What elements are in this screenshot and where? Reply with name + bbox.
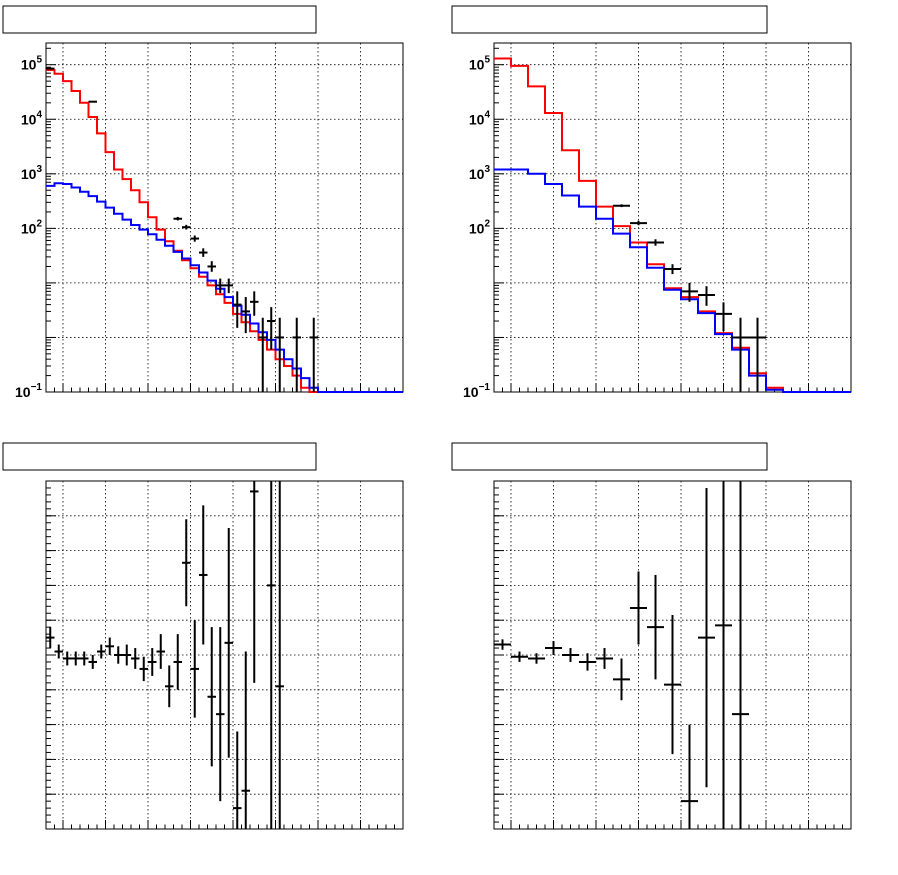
y-tick-exponent: −1 [479, 382, 491, 393]
y-tick-label: 102 [21, 218, 43, 236]
plot-frame [45, 42, 404, 393]
y-tick-label: 10−1 [463, 382, 490, 400]
y-tick-exponent: 2 [484, 218, 490, 229]
y-tick-label: 10−1 [15, 382, 42, 400]
y-tick-exponent: 4 [484, 109, 490, 120]
y-tick-label: 104 [469, 109, 491, 127]
y-tick-base: 10 [469, 166, 485, 182]
y-tick-base: 10 [21, 57, 37, 73]
chart-title-box [451, 442, 768, 471]
y-tick-label: 103 [21, 164, 43, 182]
y-tick-base: 10 [21, 111, 37, 127]
y-tick-exponent: 3 [36, 164, 42, 175]
plot-frame [45, 480, 404, 830]
y-tick-label: 103 [469, 164, 491, 182]
panel-bottom-left [2, 442, 404, 830]
model-total-histogram [46, 69, 403, 393]
y-tick-exponent: 5 [484, 55, 490, 66]
plot-frame [493, 42, 852, 393]
y-tick-base: 10 [15, 384, 31, 400]
y-tick-base: 10 [21, 166, 37, 182]
chart-title-box [2, 442, 317, 471]
model-source-histogram [46, 182, 403, 393]
chart-title-box [2, 5, 317, 34]
y-tick-base: 10 [469, 111, 485, 127]
y-tick-base: 10 [21, 220, 37, 236]
panel-bottom-right [451, 442, 852, 830]
y-tick-base: 10 [469, 57, 485, 73]
chart-title-box [451, 5, 768, 34]
y-tick-exponent: 5 [36, 55, 42, 66]
y-tick-exponent: 4 [36, 109, 42, 120]
y-tick-base: 10 [469, 220, 485, 236]
y-tick-exponent: 3 [484, 164, 490, 175]
y-tick-exponent: −1 [31, 382, 43, 393]
y-tick-label: 105 [21, 55, 43, 73]
y-tick-exponent: 2 [36, 218, 42, 229]
model-source-histogram [494, 168, 851, 393]
y-tick-label: 105 [469, 55, 491, 73]
y-tick-label: 104 [21, 109, 43, 127]
y-tick-label: 102 [469, 218, 491, 236]
y-tick-base: 10 [463, 384, 479, 400]
